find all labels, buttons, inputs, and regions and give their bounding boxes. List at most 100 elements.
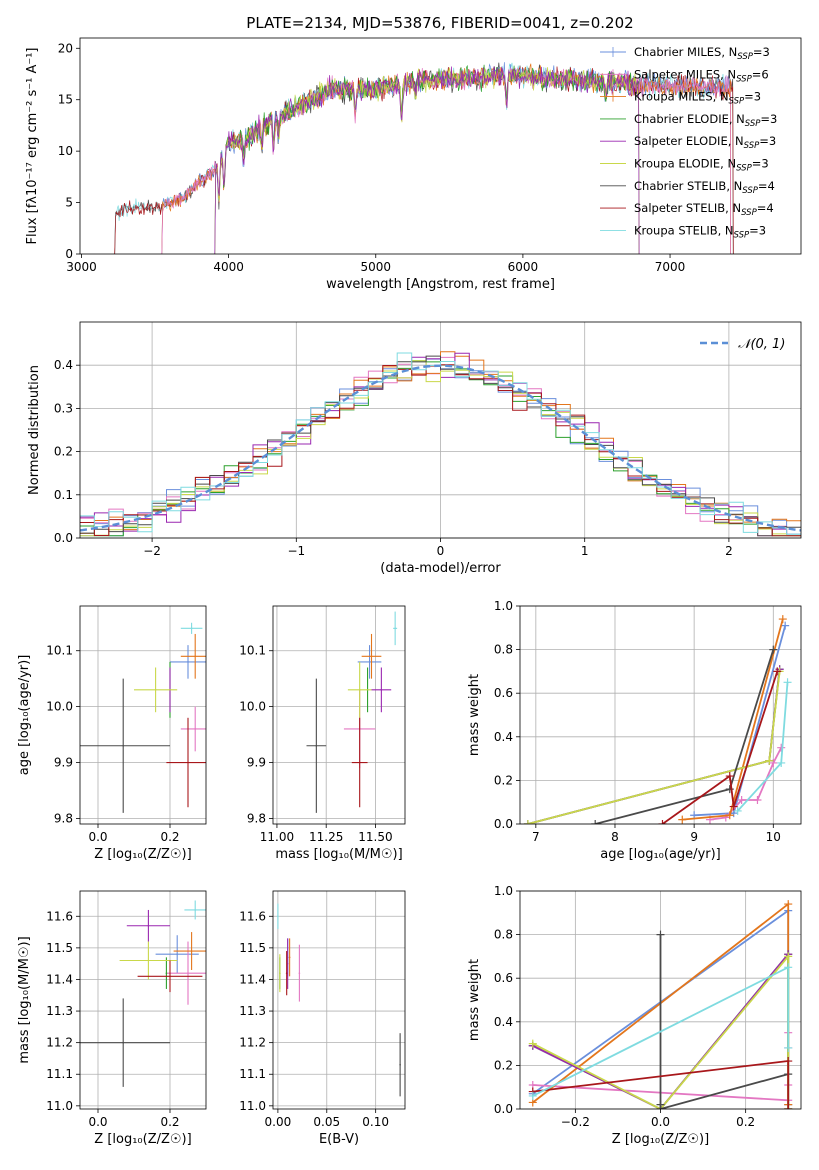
figure-title: PLATE=2134, MJD=53876, FIBERID=0041, z=0… [246, 14, 633, 32]
x-axis-label: mass [log₁₀(M/M☉)] [275, 847, 402, 862]
legend-label: Kroupa ELODIE, NSSP=3 [634, 157, 769, 174]
y-tick-label: 0.3 [54, 401, 73, 415]
y-tick-label: 0.6 [494, 686, 513, 700]
weight-marker [591, 820, 600, 824]
y-tick-label: 1.0 [494, 599, 513, 613]
axes-frame [79, 890, 207, 1110]
errorbar-point [380, 689, 383, 691]
legend-label-text: Chabrier MILES, N [634, 45, 737, 59]
spectrum-series [213, 64, 640, 254]
legend-label: Chabrier STELIB, NSSP=4 [634, 179, 775, 196]
axes: 11.00 11.25 11.50 9.8 9.9 10.0 10.1 mass [log₁₀… [239, 605, 406, 862]
legend-label-text: Kroupa STELIB, N [634, 223, 734, 237]
legend-label-sub: SSP [736, 164, 752, 174]
y-tick-label: 10 [58, 144, 73, 158]
weight-marker [725, 772, 734, 781]
errorbar-point [279, 972, 281, 974]
weight-marker [765, 756, 774, 765]
errorbar-point [187, 661, 189, 663]
axes: −0.2 0.0 0.2 0.0 0.2 0.4 0.6 0.8 1.0 Z [log₁₀(Z/Z… [467, 884, 802, 1147]
x-tick-label: 9 [690, 830, 698, 844]
grid [80, 891, 206, 1109]
legend-label-text: Salpeter ELODIE, N [634, 134, 744, 148]
spectrum-panel: 3000 4000 5000 6000 7000 0 5 10 15 20 wavelength [… [25, 37, 802, 292]
x-axis-label: (data-model)/error [380, 561, 501, 576]
errorbar-point [288, 956, 291, 959]
y-axis-label: mass weight [467, 674, 482, 756]
weight-series-line [532, 953, 789, 1109]
errorbar-point [154, 689, 157, 691]
legend-label: Chabrier MILES, NSSP=3 [634, 45, 770, 62]
weight-marker [769, 758, 778, 767]
legend-label-text: Chabrier STELIB, N [634, 179, 742, 193]
weight-marker [769, 645, 778, 654]
legend-label-suffix: =3 [744, 90, 761, 104]
weight_vs_Z-panel: −0.2 0.0 0.2 0.0 0.2 0.4 0.6 0.8 1.0 Z [log₁₀(Z/Z… [467, 884, 802, 1147]
x-axis-label: Z [log₁₀(Z/Z☉)] [94, 1132, 191, 1147]
mass_vs_Z-panel: 0.0 0.2 11.0 11.1 11.2 11.3 11.4 11.5 11.6 Z [log… [17, 890, 207, 1147]
legend-label-text: Salpeter MILES, N [634, 67, 736, 81]
errorbar-point [187, 972, 189, 974]
grid [80, 606, 206, 824]
weight-marker [773, 667, 782, 676]
axes: 0.0 0.2 11.0 11.1 11.2 11.3 11.4 11.5 11.6 Z [log… [17, 890, 207, 1147]
errorbar-point [165, 972, 168, 974]
y-tick-label: 10.1 [239, 644, 266, 658]
errorbar-point [190, 950, 193, 952]
y-tick-label: 11.1 [46, 1067, 73, 1081]
axes-frame [272, 605, 406, 825]
x-axis-label: Z [log₁₀(Z/Z☉)] [94, 847, 191, 862]
mass_vs_EBV-panel: 0.00 0.05 0.10 11.0 11.1 11.2 11.3 11.4 11.5 11.6… [239, 890, 406, 1147]
y-axis-label: Flux [fλ10⁻¹⁷ erg cm⁻² s⁻¹ A⁻¹] [25, 48, 40, 245]
y-tick-label: 11.3 [239, 1004, 266, 1018]
axes-frame [519, 890, 802, 1110]
y-tick-label: 10.0 [46, 700, 73, 714]
weight-marker [658, 820, 667, 824]
y-tick-label: 9.8 [247, 811, 266, 825]
legend-label-suffix: =3 [760, 112, 777, 126]
legend-label-suffix: =3 [752, 157, 769, 171]
weight-marker [528, 1091, 537, 1100]
errorbar-point [298, 972, 301, 974]
plot-area [80, 622, 206, 813]
weight-marker [656, 930, 665, 939]
y-tick-label: 0.4 [494, 730, 513, 744]
plot-area [277, 903, 401, 1097]
errorbar-point [147, 959, 150, 962]
errorbar-point [358, 689, 361, 691]
weight-marker [656, 1105, 665, 1109]
x-tick-label: −1 [287, 544, 305, 558]
legend-label-suffix: =4 [757, 201, 774, 215]
x-tick-label: 11.50 [358, 830, 392, 844]
weight-marker [753, 796, 762, 805]
errorbar-point [147, 924, 150, 927]
errorbar-point [122, 1041, 124, 1044]
legend-label-sub: SSP [736, 74, 752, 84]
weight-marker [781, 621, 790, 630]
axes: −2 −1 0 1 2 0.0 0.1 0.2 0.3 0.4 (data-model)/error… [27, 321, 802, 576]
x-tick-label: 11.00 [260, 830, 294, 844]
legend-label: Salpeter ELODIE, NSSP=3 [634, 134, 776, 151]
y-axis-label: Normed distribution [27, 365, 42, 495]
normal-curve [80, 364, 801, 532]
legend-label: Kroupa MILES, NSSP=3 [634, 90, 761, 107]
x-axis-label: age [log₁₀(age/yr)] [600, 847, 721, 862]
x-tick-label: 5000 [360, 260, 391, 274]
y-tick-label: 11.4 [46, 972, 73, 986]
y-tick-label: 11.2 [239, 1036, 266, 1050]
errorbar-point [169, 975, 171, 978]
y-tick-label: 11.6 [239, 909, 266, 923]
errorbar-point [399, 1063, 401, 1066]
y-axis-label: mass [log₁₀(M/M☉)] [17, 936, 32, 1063]
plot-area [80, 351, 801, 537]
y-tick-label: 0.4 [54, 358, 73, 372]
x-tick-label: 11.25 [309, 830, 343, 844]
y-tick-label: 0.1 [54, 488, 73, 502]
legend-label-suffix: =4 [758, 179, 775, 193]
x-tick-label: 0.0 [88, 830, 107, 844]
x-tick-label: 7 [532, 830, 540, 844]
y-axis-label: age [log₁₀(age/yr)] [17, 655, 32, 776]
y-tick-label: 11.2 [46, 1036, 73, 1050]
errorbar-point [190, 627, 193, 630]
